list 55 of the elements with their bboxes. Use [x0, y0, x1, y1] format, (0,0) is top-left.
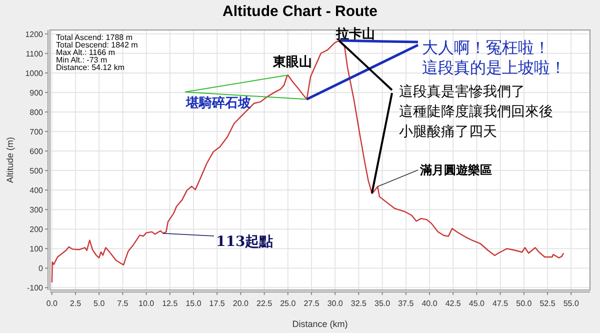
y-tick-label: 300 [30, 206, 44, 215]
annotation: Total Descend: 1842 m [56, 40, 138, 50]
annotation: 滿月圓遊樂區 [377, 163, 492, 187]
annotation: 堪騎碎石坡 [184, 74, 308, 111]
annotation: Min Alt.: -73 m [56, 56, 108, 64]
x-tick-label: 27.5 [304, 299, 320, 308]
y-tick-label: 900 [30, 88, 44, 98]
x-tick-label: 2.5 [70, 299, 82, 308]
x-tick-label: 17.5 [209, 299, 226, 308]
annotation: 堪騎碎石坡 [185, 95, 252, 111]
annotation: 這段真是害慘我們了這種陡降度讓我們回來後小腿酸痛了四天 [399, 84, 553, 140]
x-tick-label: 15.0 [186, 299, 202, 308]
x-tick-label: 10.0 [138, 299, 155, 308]
y-tick-label: 1000 [25, 68, 44, 78]
x-tick-label: 50.0 [516, 299, 532, 308]
x-tick-label: 22.5 [256, 299, 273, 308]
y-tick-label: 100 [30, 244, 44, 254]
annotation: 大人啊！冤枉啦！這段真的是上坡啦！ [422, 38, 566, 77]
annotation: Total Ascend: 1788 m [56, 33, 133, 42]
annotation: 東眼山 [273, 55, 312, 70]
x-tick-label: 32.5 [350, 299, 368, 308]
y-tick-label: 1200 [25, 30, 44, 39]
x-tick-label: 25.0 [280, 299, 296, 308]
x-tick-label: 30.0 [327, 299, 344, 308]
y-tick-label: 700 [30, 128, 44, 136]
x-tick-label: 0.0 [46, 299, 58, 308]
y-tick-label: 200 [30, 225, 44, 234]
annotation: Max Alt.: 1166 m [56, 48, 116, 57]
x-tick-label: 45.0 [468, 299, 486, 308]
y-tick-label: 0 [38, 264, 44, 274]
x-tick-label: 52.5 [540, 299, 556, 308]
x-tick-label: 55.0 [563, 299, 580, 308]
y-axis-title: Altitude (m) [5, 136, 15, 184]
annotation: Distance: 54.12 km [56, 63, 125, 72]
x-tick-label: 35.0 [374, 299, 391, 308]
x-tick-label: 20.0 [232, 299, 250, 308]
annotation: 113起點 [216, 234, 274, 250]
annotation: 拉卡山 [336, 27, 375, 42]
y-tick-label: 600 [30, 147, 44, 156]
x-tick-label: 7.5 [117, 299, 129, 308]
x-tick-label: 37.5 [398, 299, 414, 308]
x-tick-label: 5.0 [94, 299, 106, 308]
annotation: 113起點 [162, 233, 274, 250]
x-tick-label: 40.0 [422, 299, 438, 308]
y-tick-label: 400 [30, 186, 44, 196]
x-tick-label: 42.5 [445, 299, 462, 308]
annotation: 滿月圓遊樂區 [419, 163, 492, 177]
y-tick-label: -100 [26, 284, 44, 293]
y-tick-label: 500 [30, 166, 44, 176]
y-tick-label: 800 [30, 108, 44, 117]
y-tick-label: 1100 [26, 49, 44, 58]
x-tick-label: 12.5 [162, 299, 178, 308]
x-tick-label: 47.5 [492, 299, 509, 308]
chart-title: Altitude Chart - Route [222, 3, 378, 20]
x-axis-title: Distance (km) [292, 319, 348, 329]
